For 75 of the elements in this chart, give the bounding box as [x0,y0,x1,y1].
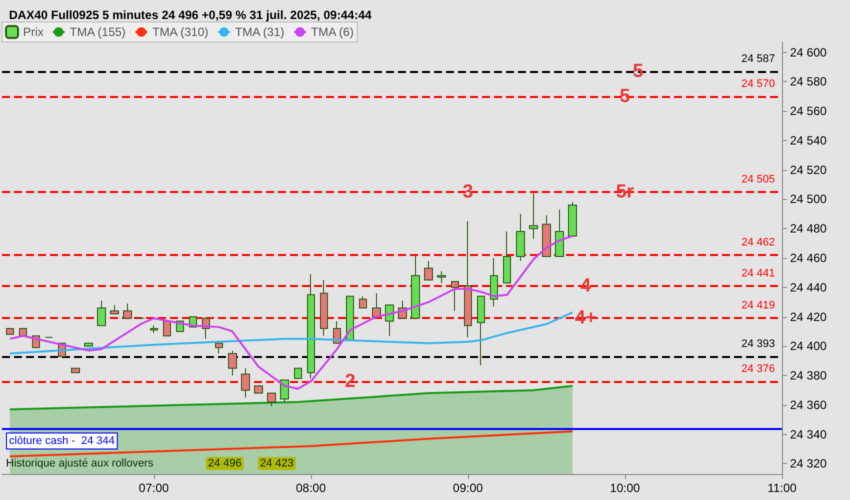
candlestick [411,254,420,319]
chart-title: DAX40 Full0925 5 minutes 24 496 +0,59 % 31 juil. 2025, 09:44:44 [9,8,372,22]
x-tick-label: 08:00 [296,481,326,495]
y-tick-label: 24 460 [790,251,828,265]
annotation: 5 [632,60,644,82]
legend-label: TMA (155) [70,25,126,39]
candlestick [71,368,80,374]
legend-label: TMA (6) [311,25,354,39]
candlestick [464,220,472,338]
annotation: 2 [344,370,356,392]
candlestick [241,368,250,398]
candlestick [267,392,276,407]
candlestick [503,231,511,284]
candlestick [110,304,119,314]
x-tick-label: 10:00 [610,481,640,495]
legend-label: TMA (310) [152,25,208,39]
candlestick [6,328,14,335]
ref-line-label: 24 462 [741,236,775,249]
y-tick-label: 24 580 [790,74,828,89]
y-tick-label: 24 480 [790,222,828,236]
candlestick [490,258,498,307]
candlestick [84,342,93,347]
y-tick-label: 24 400 [790,339,828,354]
candlestick [320,280,328,336]
ref-line-label: 24 441 [741,267,775,280]
x-tick-label: 09:00 [452,481,484,495]
candlestick [228,350,237,376]
candlestick [568,202,577,236]
candlestick [529,192,538,240]
y-tick-label: 24 540 [790,133,828,148]
line-series [8,430,574,458]
ref-line-label: clôture cash - 24 344 [9,434,115,447]
y-tick-label: 24 380 [790,368,828,383]
candlestick [359,296,367,308]
ref-line-label: 24 505 [741,173,775,186]
y-tick-label: 24 520 [790,162,828,177]
y-tick-label: 24 440 [790,280,828,294]
y-tick-label: 24 420 [790,310,828,324]
candlestick [215,342,223,354]
legend-label: Prix [23,25,44,39]
y-tick-label: 24 340 [790,427,828,442]
ref-line-label: 24 570 [741,78,775,90]
candlestick [451,281,459,312]
legend-label: TMA (31) [235,25,284,39]
candlestick [307,274,315,379]
candlestick [516,213,525,262]
candlestick [477,296,485,366]
line-series [8,234,574,390]
candlestick [437,270,446,284]
annotation: Historique ajusté aux rollovers [6,458,154,470]
y-tick-label: 24 320 [790,456,828,471]
candlestick [346,296,354,341]
candlestick [123,303,132,319]
candlestick [555,209,564,258]
candlestick [97,300,106,326]
x-tick-label: 11:00 [767,481,797,495]
annotation: 24 423 [260,458,294,470]
y-tick-label: 24 360 [790,398,828,412]
y-tick-label: 24 500 [790,192,828,206]
y-tick-label: 24 600 [790,45,828,60]
candlestick [424,260,433,281]
ref-line-label: 24 419 [741,300,775,312]
ref-line-label: 24 587 [741,52,775,65]
ref-line-label: 24 393 [741,338,775,350]
candlestick [163,320,171,336]
annotation: 24 496 [208,458,242,470]
candlestick [294,368,302,379]
candlestick [254,385,263,394]
annotation: 3 [462,181,474,202]
candlestick [150,325,158,334]
line-series [8,311,574,355]
ref-line-label: 24 376 [741,362,775,375]
y-tick-label: 24 560 [790,104,828,118]
candlestick [542,214,551,258]
x-tick-label: 07:00 [138,481,170,495]
